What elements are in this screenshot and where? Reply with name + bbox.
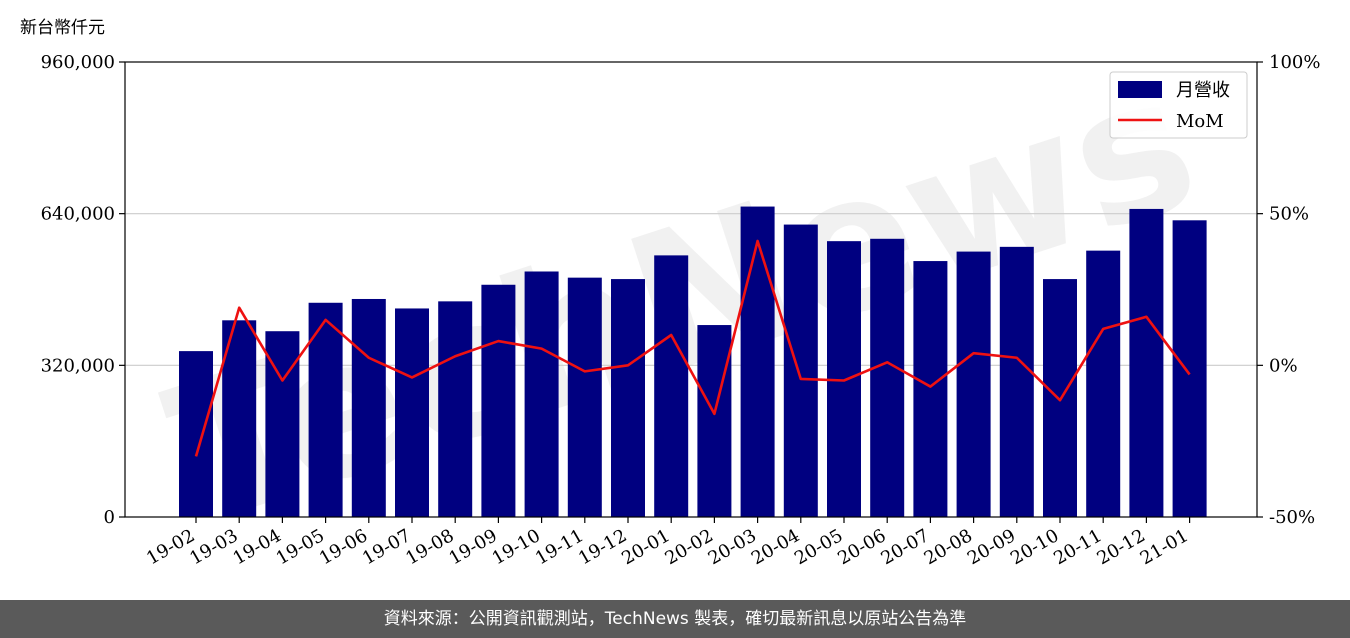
right-tick-label: 100% — [1269, 52, 1320, 73]
x-tick-label: 19-11 — [532, 525, 587, 569]
x-tick-label: 20-10 — [1007, 525, 1062, 569]
bar-19-03 — [222, 320, 257, 517]
right-axis: -50% 0% 50% 100% — [1257, 52, 1320, 528]
bar-20-06 — [870, 238, 905, 518]
bar-20-12 — [1129, 208, 1164, 518]
bar-19-11 — [567, 277, 602, 517]
x-tick-label: 20-08 — [921, 525, 976, 569]
bar-19-05 — [308, 302, 343, 517]
bar-20-02 — [697, 325, 732, 517]
x-tick-label: 19-10 — [489, 525, 544, 569]
right-tick-label: 0% — [1269, 355, 1298, 376]
x-tick-label: 21-01 — [1137, 525, 1192, 569]
x-tick-label: 20-02 — [661, 525, 716, 569]
x-tick-label: 20-09 — [964, 525, 1019, 569]
footer-source-note: 資料來源：公開資訊觀測站，TechNews 製表，確切最新訊息以原站公告為準 — [0, 600, 1350, 638]
legend: 月營收 MoM — [1109, 71, 1248, 139]
bar-19-09 — [481, 284, 516, 517]
legend-bar-swatch — [1118, 81, 1162, 98]
bar-21-01 — [1172, 220, 1207, 518]
left-axis: 0 320,000 640,000 960,000 — [41, 52, 125, 528]
bar-19-02 — [179, 351, 213, 517]
x-tick-label: 20-06 — [834, 525, 889, 569]
bar-20-11 — [1086, 250, 1121, 517]
x-tick-label: 20-04 — [748, 525, 803, 569]
left-tick-label: 640,000 — [41, 204, 115, 225]
x-tick-label: 19-09 — [445, 525, 500, 569]
x-tick-label: 20-12 — [1093, 525, 1148, 569]
x-tick-label: 19-06 — [316, 525, 371, 569]
right-tick-label: 50% — [1269, 204, 1309, 225]
bar-20-09 — [999, 246, 1034, 517]
x-tick-label: 19-08 — [402, 525, 457, 569]
unit-label: 新台幣仟元 — [20, 18, 105, 38]
right-tick-label: -50% — [1269, 507, 1315, 528]
x-tick-label: 20-07 — [877, 525, 932, 569]
bar-20-08 — [956, 251, 991, 518]
bar-20-07 — [913, 261, 948, 517]
left-tick-label: 960,000 — [41, 52, 115, 73]
bar-19-12 — [611, 279, 645, 517]
bar-20-04 — [783, 224, 818, 518]
bar-20-01 — [654, 255, 689, 517]
x-tick-label: 19-02 — [143, 525, 198, 569]
bar-19-10 — [524, 271, 559, 517]
bar-19-06 — [351, 298, 386, 517]
legend-line-label: MoM — [1176, 111, 1224, 132]
bar-19-07 — [395, 308, 429, 517]
x-tick-label: 19-12 — [575, 525, 630, 569]
x-tick-label: 20-05 — [791, 525, 846, 569]
legend-bar-label: 月營收 — [1176, 80, 1230, 101]
line-series — [194, 239, 1191, 457]
x-tick-label: 20-11 — [1050, 525, 1105, 569]
x-tick-label: 20-01 — [618, 525, 673, 569]
left-tick-label: 0 — [104, 507, 115, 528]
plot-frame — [124, 61, 1258, 518]
mom-line — [194, 239, 1191, 457]
bar-19-08 — [438, 301, 473, 517]
x-tick-label: 20-03 — [705, 525, 760, 569]
bar-20-03 — [740, 206, 775, 517]
left-tick-label: 320,000 — [41, 355, 115, 376]
x-tick-label: 19-07 — [359, 525, 414, 569]
